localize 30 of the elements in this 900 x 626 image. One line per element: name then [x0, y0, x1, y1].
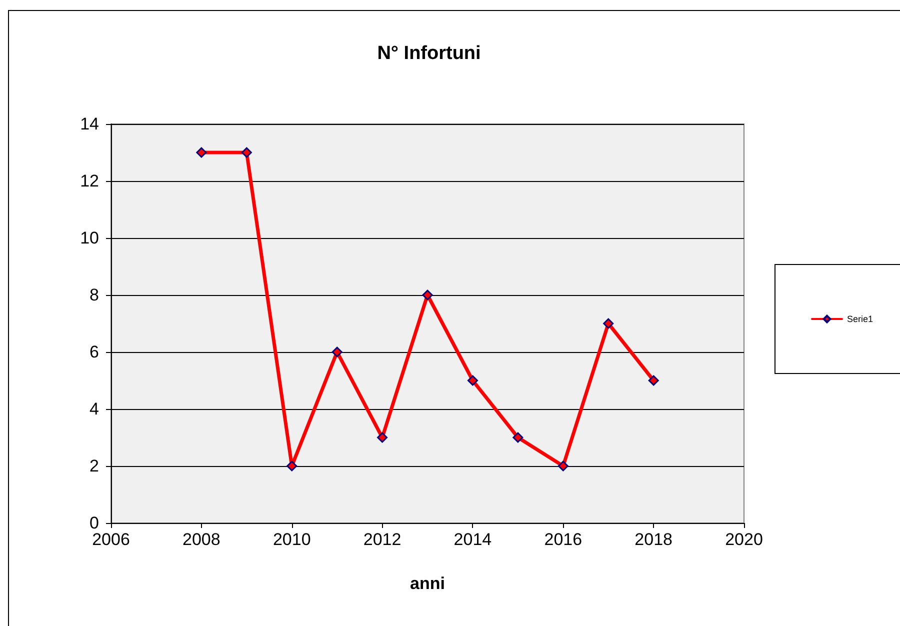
point	[422, 290, 433, 300]
x-tick-label: 2020	[725, 530, 763, 549]
y-tick-label: 14	[80, 114, 99, 134]
point	[241, 147, 252, 158]
point	[467, 375, 478, 386]
x-tick-label: 2018	[634, 530, 672, 549]
y-tick-label: 8	[90, 286, 99, 304]
point	[558, 460, 568, 472]
point	[512, 432, 524, 443]
chart-title: N° Infortuni	[377, 43, 481, 64]
x-tick-label: 2006	[92, 530, 130, 549]
point	[377, 432, 388, 443]
y-tick-label: 10	[80, 228, 99, 248]
point	[332, 346, 342, 358]
y-tick-label: 0	[90, 514, 99, 532]
x-axis-title: anni	[410, 574, 445, 593]
point	[648, 375, 659, 386]
x-tick-label: 2016	[544, 530, 582, 549]
x-tick-label: 2010	[272, 530, 311, 549]
point	[286, 460, 298, 472]
x-tick-label: 2014	[454, 530, 492, 549]
point	[603, 318, 614, 329]
y-tick-label: 2	[90, 456, 99, 476]
y-tick-label: 6	[90, 342, 99, 362]
y-tick-label: 12	[80, 172, 99, 190]
legend-label: Serie1	[846, 314, 873, 324]
y-tick-label: 4	[90, 400, 99, 418]
point	[196, 147, 207, 158]
x-tick-label: 2008	[182, 530, 220, 549]
x-tick-label: 2012	[363, 530, 402, 549]
